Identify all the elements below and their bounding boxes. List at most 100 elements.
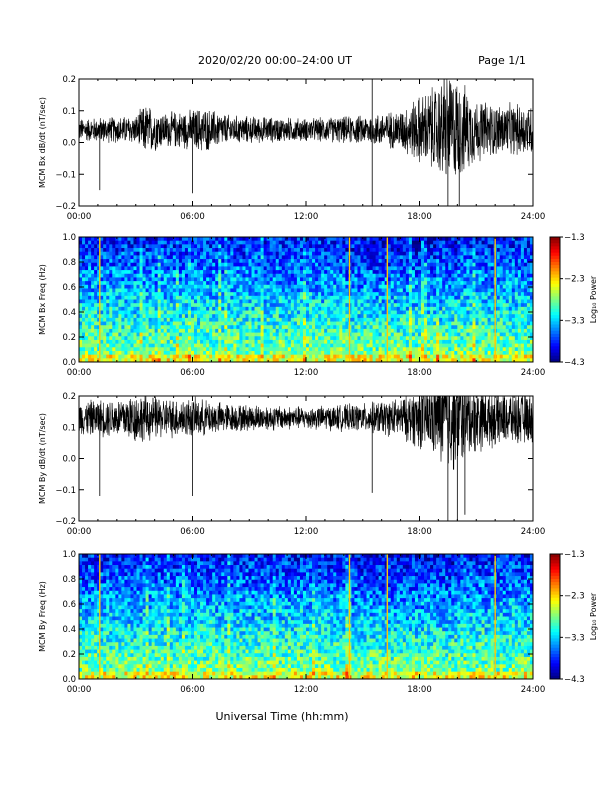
heat-cell <box>336 306 340 311</box>
heat-cell <box>106 354 110 359</box>
heat-cell <box>514 240 519 245</box>
heat-cell <box>502 314 507 319</box>
heat-cell <box>227 237 231 242</box>
heat-cell <box>266 240 271 245</box>
heat-cell <box>293 259 298 264</box>
heat-cell <box>324 321 328 326</box>
heat-cell <box>372 336 377 341</box>
heat-cell <box>284 347 289 352</box>
heat-cell <box>184 299 189 304</box>
heat-cell <box>157 259 162 264</box>
heat-cell <box>469 299 473 304</box>
heat-cell <box>342 277 346 282</box>
heat-cell <box>290 343 295 348</box>
heat-cell <box>360 273 364 278</box>
heat-cell <box>330 295 334 300</box>
heat-cell <box>306 262 310 267</box>
heat-cell <box>421 244 425 249</box>
heat-cell <box>457 237 461 242</box>
heat-cell <box>396 336 401 341</box>
heat-cell <box>496 259 501 264</box>
heat-cell <box>130 350 134 356</box>
heat-cell <box>363 347 367 352</box>
heat-cell <box>284 277 289 282</box>
heat-cell <box>133 292 137 297</box>
heat-cell <box>88 328 92 333</box>
heat-cell <box>166 270 171 275</box>
heat-cell <box>269 284 274 289</box>
heat-cell <box>472 317 476 322</box>
heat-cell <box>469 288 473 293</box>
heat-cell <box>372 314 377 319</box>
heat-cell <box>178 273 183 278</box>
heat-cell <box>187 240 192 245</box>
heat-cell <box>94 281 98 286</box>
heat-cell <box>384 251 389 256</box>
heat-cell <box>97 314 101 319</box>
heat-cell <box>439 354 443 359</box>
heat-cell <box>124 317 128 322</box>
heat-cell <box>154 306 159 311</box>
heat-cell <box>115 321 119 326</box>
heat-cell <box>181 354 186 359</box>
heat-cell <box>251 332 255 337</box>
heat-cell <box>287 240 292 245</box>
heat-cell <box>118 354 122 359</box>
heat-cell <box>287 317 292 322</box>
heat-cell <box>121 336 125 341</box>
page-number: Page 1/1 <box>478 54 526 67</box>
heat-cell <box>236 273 240 278</box>
heat-cell <box>369 314 373 319</box>
heat-cell <box>284 303 289 308</box>
heat-cell <box>442 240 446 245</box>
heat-cell <box>387 281 392 286</box>
heat-cell <box>496 343 501 348</box>
heat-cell <box>454 347 458 352</box>
heat-cell <box>381 336 386 341</box>
heat-cell <box>475 354 479 359</box>
heat-cell <box>85 270 89 275</box>
heat-cell <box>390 259 395 264</box>
heat-cell <box>163 321 168 326</box>
heat-cell <box>127 328 131 333</box>
heat-cell <box>281 343 286 348</box>
heat-cell <box>439 255 443 260</box>
heat-cell <box>275 273 280 278</box>
heat-cell <box>496 244 501 249</box>
heat-cell <box>130 303 134 308</box>
heat-cell <box>345 299 349 304</box>
heat-cell <box>100 332 104 337</box>
heat-cell <box>496 295 501 300</box>
heat-cell <box>499 270 504 275</box>
heat-cell <box>387 248 392 253</box>
heat-cell <box>312 262 316 267</box>
heat-cell <box>354 347 358 352</box>
heat-cell <box>321 314 325 319</box>
heat-cell <box>100 259 104 264</box>
heat-cell <box>451 273 455 278</box>
heat-cell <box>299 317 304 322</box>
heat-cell <box>82 251 86 256</box>
heat-cell <box>393 262 398 267</box>
heat-cell <box>133 284 137 289</box>
heat-cell <box>424 343 428 348</box>
heat-cell <box>242 336 246 341</box>
heat-cell <box>427 325 431 330</box>
heat-cell <box>336 358 340 363</box>
heat-cell <box>293 284 298 289</box>
heat-cell <box>439 292 443 297</box>
heat-cell <box>402 284 407 289</box>
heat-cell <box>142 354 146 359</box>
heat-cell <box>145 321 150 326</box>
heat-cell <box>315 244 319 249</box>
heat-cell <box>312 314 316 319</box>
heat-cell <box>372 303 377 308</box>
heat-cell <box>139 255 143 260</box>
heat-cell <box>475 339 479 345</box>
heat-cell <box>384 339 389 345</box>
heat-cell <box>212 273 216 278</box>
heat-cell <box>445 314 449 319</box>
heat-cell <box>387 270 392 275</box>
heat-cell <box>309 358 313 363</box>
heat-cell <box>333 251 337 256</box>
